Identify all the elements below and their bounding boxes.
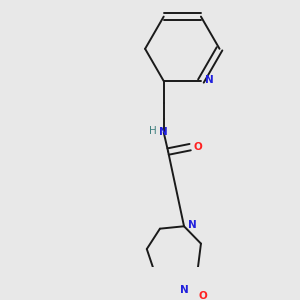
Text: H: H (148, 126, 156, 136)
Text: N: N (188, 220, 197, 230)
Text: N: N (180, 285, 188, 295)
Text: N: N (159, 128, 168, 137)
Text: O: O (194, 142, 203, 152)
Text: O: O (198, 291, 207, 300)
Text: N: N (205, 75, 214, 85)
